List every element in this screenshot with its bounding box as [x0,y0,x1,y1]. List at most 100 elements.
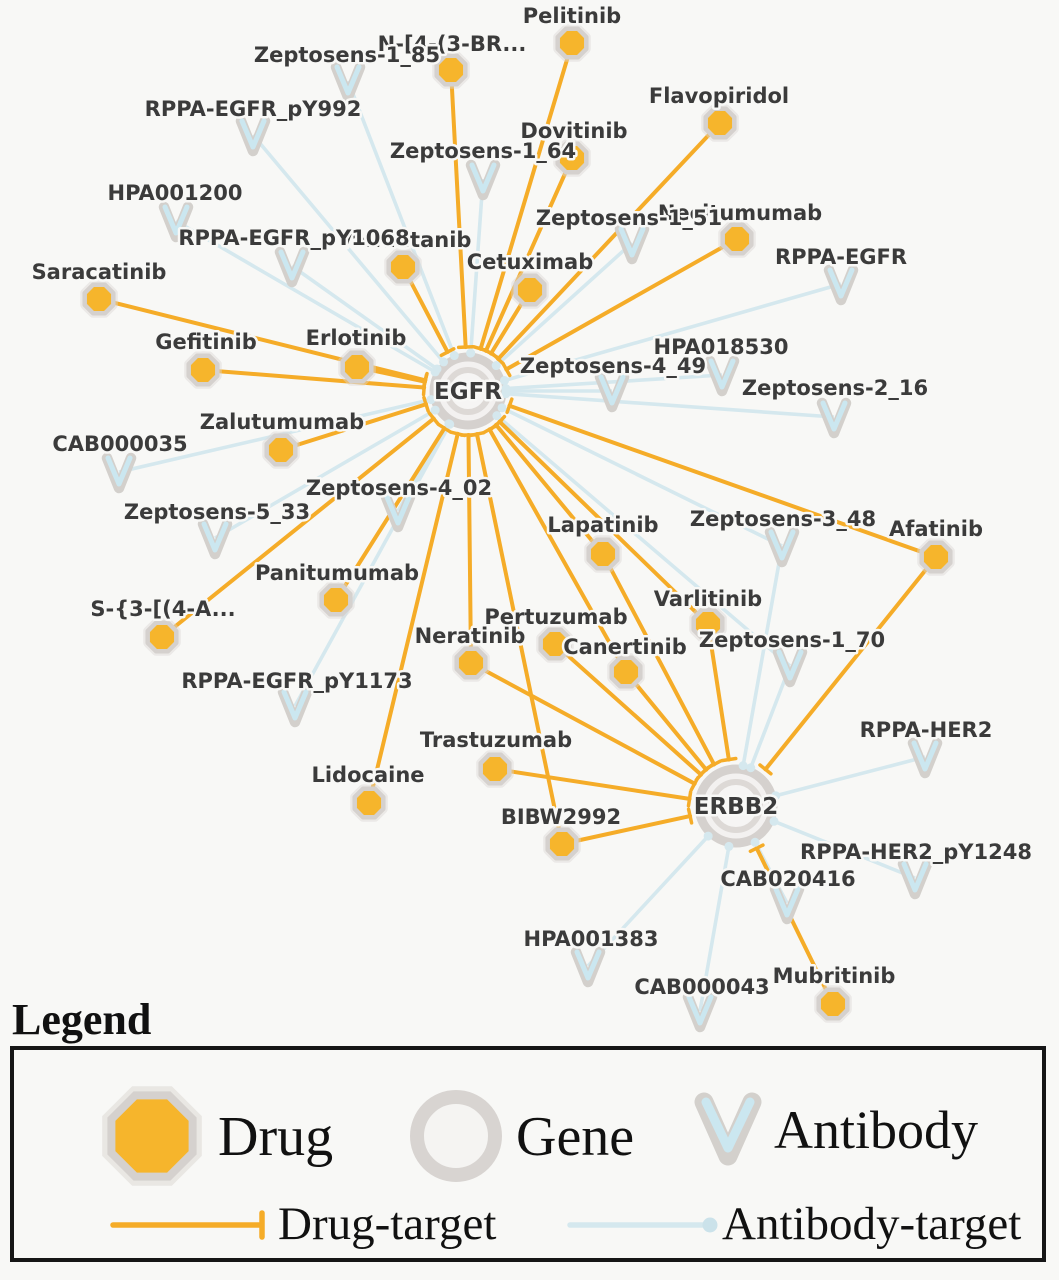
legend-drug-label: Drug [218,1106,334,1168]
antibody-node-rppa-her2-py1248 [897,858,933,900]
drug-edge-afatinib-erbb2 [763,555,938,772]
drug-edge-tee-canertinib-egfr [481,424,498,435]
drug-node-mubritinib [814,985,852,1023]
layer-antibodies [101,61,943,1033]
antibody-node-zeptosens-2-16 [816,397,852,439]
antibody-label-zeptosens-4-02: Zeptosens-4_02 [306,476,492,500]
drug-edge-canertinib-erbb2 [624,670,709,772]
antibody-edge-zeptosens-1-85-egfr [346,80,456,357]
drug-edge-tee-mubritinib-erbb2 [748,843,765,854]
antibody-node-cab000043 [682,991,718,1033]
antibody-edge-dot-hpa001383-erbb2 [703,831,713,841]
drug-edge-mubritinib-erbb2 [754,846,835,1006]
drug-node-gefitinib [184,351,222,389]
antibody-node-cab000035 [101,452,137,494]
antibody-label-rppa-egfr-py1068: RPPA-EGFR_pY1068 [178,226,409,250]
drug-edge-neratinib-egfr [466,432,473,665]
drug-label-saracatinib: Saracatinib [32,260,167,284]
antibody-node-hpa001200 [158,201,194,243]
drug-label-n-4-3-br: N-[4-(3-BR... [378,32,527,56]
drug-node-cetuximab [511,271,549,309]
drug-label-vandetanib: Vandetanib [337,228,472,252]
drug-node-vandetanib [384,248,422,286]
antibody-label-zeptosens-1-51: Zeptosens-1_51 [536,206,722,230]
drug-label-mubritinib: Mubritinib [773,964,896,988]
antibody-node-hpa018530 [704,355,740,397]
drug-edge-flavopiridol-egfr [496,121,722,361]
drug-edge-bibw2992-erbb2 [560,814,693,846]
drug-edge-tee-erlotinib-egfr [421,373,429,391]
drug-edge-lapatinib-erbb2 [601,552,717,767]
drug-node-saracatinib [80,280,118,318]
drug-node-necitumumab [718,220,756,258]
antibody-edge-rppa-her2-py1248-erbb2 [773,819,916,880]
drug-node-afatinib [917,538,955,576]
legend-antibody-label: Antibody [774,1100,979,1160]
antibody-edge-dot-zeptosens-1-51-egfr [491,361,501,371]
drug-edge-tee-s-3-4-a-egfr [427,411,440,426]
drug-edge-tee-vandetanib-egfr [439,347,456,358]
drug-edge-necitumumab-egfr [504,237,739,372]
drug-edge-tee-bibw2992-erbb2 [686,807,694,825]
drug-node-flavopiridol [701,104,739,142]
gene-node-erbb2 [694,764,778,848]
drug-node-pelitinib [553,24,591,62]
drug-label-gefitinib: Gefitinib [155,330,256,354]
antibody-edge-hpa001383-erbb2 [586,834,710,968]
drug-node-n-4-3-br [432,51,470,89]
drug-label-pelitinib: Pelitinib [523,4,621,28]
antibody-edge-zeptosens-2-16-egfr [505,391,835,419]
drug-label-cetuximab: Cetuximab [467,250,593,274]
antibody-edge-rppa-egfr-py1068-egfr [290,264,439,371]
drug-label-erlotinib: Erlotinib [306,326,407,350]
drug-node-zalutumumab [262,431,300,469]
antibody-edge-rppa-egfr-py1173-egfr [293,423,452,707]
drug-edge-tee-bibw2992-egfr [468,430,486,438]
antibody-edge-zeptosens-1-64-egfr [468,178,485,354]
antibody-edge-dot-zeptosens-2-16-egfr [501,389,511,399]
antibody-edge-zeptosens-3-48-erbb2 [741,545,784,766]
antibody-edge-rppa-egfr-egfr [504,282,842,383]
antibody-edge-dot-zeptosens-1-85-egfr [449,351,459,361]
drug-label-afatinib: Afatinib [889,517,983,541]
antibody-label-zeptosens-1-85: Zeptosens-1_85 [254,43,440,67]
drug-edge-tee-afatinib-erbb2 [758,763,773,776]
drug-edge-varlitinib-egfr [497,419,710,626]
antibody-label-cab020416: CAB020416 [720,867,855,891]
antibody-label-zeptosens-3-48: Zeptosens-3_48 [690,507,876,531]
legend-title: Legend [12,995,152,1044]
antibody-edge-dot-cab020416-erbb2 [750,837,760,847]
antibody-edge-zeptosens-1-70-erbb2 [749,665,792,769]
drug-node-erlotinib [338,348,376,386]
antibody-chevron-icon [694,1092,762,1166]
drug-label-bibw2992: BIBW2992 [501,805,621,829]
antibody-edge-cab000043-erbb2 [698,846,731,1012]
antibody-node-zeptosens-3-48 [764,526,800,568]
antibody-label-zeptosens-2-16: Zeptosens-2_16 [742,376,928,400]
antibody-label-rppa-egfr-py1173: RPPA-EGFR_pY1173 [181,669,412,693]
gene-label-egfr: EGFR [434,379,502,405]
antibody-edge-dot-zeptosens-1-64-egfr [466,348,476,358]
drug-edge-varlitinib-erbb2 [706,622,731,762]
antibody-edge-rppa-egfr-py992-egfr [251,133,445,364]
antibody-node-zeptosens-1-51 [614,223,650,265]
drug-label-dovitinib: Dovitinib [520,119,627,143]
antibody-node-hpa001383 [570,946,606,988]
antibody-label-hpa018530: HPA018530 [654,335,789,359]
drug-edge-dovitinib-egfr [483,156,574,353]
antibody-label-rppa-egfr: RPPA-EGFR [775,245,907,269]
drug-label-varlitinib: Varlitinib [654,587,762,611]
antibody-target-edge-icon [567,1217,718,1233]
drug-node-varlitinib [689,605,727,643]
layer-dots [426,348,781,851]
drug-edge-tee-panitumumab-egfr [436,422,453,434]
drug-edge-tee-n-4-3-br-egfr [456,344,475,350]
antibody-label-hpa001383: HPA001383 [524,927,659,951]
antibody-node-zeptosens-1-85 [330,61,366,103]
antibody-label-cab000043: CAB000043 [634,975,769,999]
antibody-edge-zeptosens-1-51-egfr [495,241,634,367]
antibody-edge-dot-rppa-egfr-py1068-egfr [432,364,442,374]
drug-label-zalutumumab: Zalutumumab [200,410,364,434]
legend-box: Drug Gene Antibody Drug-target Antibody-… [10,1046,1046,1262]
